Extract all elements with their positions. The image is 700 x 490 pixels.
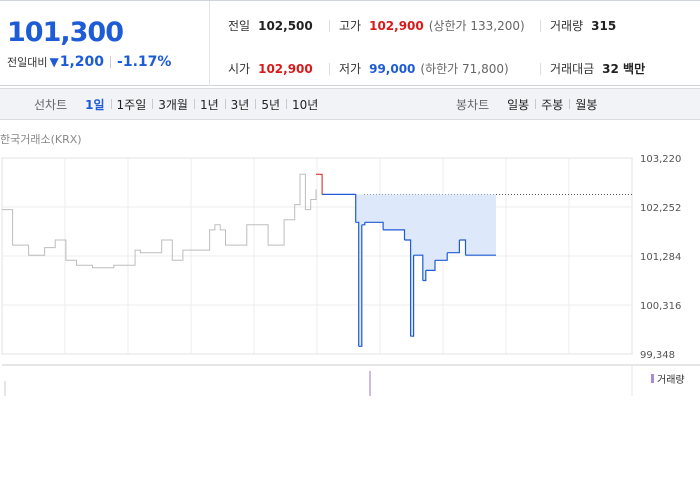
stat-low: 저가 99,000 (하한가 71,800) bbox=[339, 60, 509, 77]
tab-1d[interactable]: 1일 bbox=[85, 97, 105, 112]
stat-label: 저가 bbox=[339, 62, 362, 76]
divider bbox=[540, 20, 541, 32]
stat-value: 315 bbox=[591, 18, 617, 33]
stat-prev-close: 전일 102,500 bbox=[228, 17, 313, 34]
candle-chart-tabs: 봉차트 일봉 주봉 월봉 bbox=[456, 89, 603, 119]
tab-monthly[interactable]: 월봉 bbox=[569, 96, 603, 113]
stat-label: 고가 bbox=[339, 19, 362, 33]
divider bbox=[329, 20, 330, 32]
market-label: 한국거래소(KRX) bbox=[0, 133, 82, 146]
divider bbox=[329, 63, 330, 75]
lower-limit: (하한가 71,800) bbox=[420, 62, 509, 76]
candle-chart-label: 봉차트 bbox=[456, 97, 490, 112]
tab-weekly[interactable]: 주봉 bbox=[535, 96, 569, 113]
divider bbox=[540, 63, 541, 75]
stat-value: 102,900 bbox=[369, 18, 424, 33]
tab-10y[interactable]: 10년 bbox=[286, 96, 324, 113]
y-tick-label: 100,316 bbox=[640, 301, 681, 312]
y-tick-label: 99,348 bbox=[640, 350, 675, 361]
tab-1w[interactable]: 1주일 bbox=[110, 96, 153, 113]
change-label: 전일대비 bbox=[7, 56, 48, 69]
change-divider bbox=[110, 56, 112, 68]
stat-value: 32 백만 bbox=[602, 62, 646, 76]
chart-fill bbox=[316, 194, 496, 347]
down-triangle-icon: ▼ bbox=[49, 55, 59, 69]
series-line-down bbox=[322, 193, 496, 347]
line-chart-label: 선차트 bbox=[34, 97, 68, 112]
quote-panel: 101,300 전일대비 ▼ 1,200 -1.17% 전일 102,500 고… bbox=[0, 0, 700, 86]
volume-legend: 거래량 bbox=[651, 371, 685, 386]
price-chart[interactable]: 103,220 102,252 101,284 100,316 99,348 한국거래소… bbox=[0, 121, 700, 401]
volume-area bbox=[2, 364, 700, 396]
chart-period-tabbar: 선차트 1일 1주일 3개월 1년 3년 5년 10년 봉차트 일봉 주봉 월봉 bbox=[0, 88, 700, 120]
upper-limit: (상한가 133,200) bbox=[428, 19, 525, 33]
series-line-up bbox=[316, 173, 323, 195]
stat-label: 거래량 bbox=[550, 19, 584, 33]
tab-3y[interactable]: 3년 bbox=[224, 96, 256, 113]
volume-swatch-icon bbox=[651, 374, 654, 383]
chart-grid bbox=[1, 157, 633, 355]
chart-lines bbox=[2, 173, 496, 347]
tab-3m[interactable]: 3개월 bbox=[152, 96, 194, 113]
volume-legend-label: 거래량 bbox=[657, 375, 685, 386]
price-chart-svg: 103,220 102,252 101,284 100,316 99,348 bbox=[1, 154, 700, 396]
series-fill-today bbox=[316, 194, 496, 347]
stat-open: 시가 102,900 bbox=[228, 60, 313, 77]
tab-daily[interactable]: 일봉 bbox=[507, 97, 530, 112]
stat-label: 시가 bbox=[228, 62, 251, 76]
series-line-past bbox=[2, 173, 317, 269]
stat-high: 고가 102,900 (상한가 133,200) bbox=[339, 17, 525, 34]
stat-label: 거래대금 bbox=[550, 62, 595, 76]
y-axis-ticks: 103,220 102,252 101,284 100,316 99,348 bbox=[640, 154, 681, 361]
stat-trade-value: 거래대금 32 백만 bbox=[550, 60, 645, 77]
stat-value: 102,900 bbox=[258, 61, 313, 76]
line-chart-tabs: 선차트 1일 1주일 3개월 1년 3년 5년 10년 bbox=[34, 89, 324, 119]
stat-label: 전일 bbox=[228, 19, 251, 33]
y-tick-label: 101,284 bbox=[640, 252, 681, 263]
stat-value: 99,000 bbox=[369, 61, 416, 76]
tab-1y[interactable]: 1년 bbox=[193, 96, 225, 113]
change-value: 1,200 bbox=[59, 54, 105, 70]
y-tick-label: 103,220 bbox=[640, 154, 681, 165]
price-box: 101,300 전일대비 ▼ 1,200 -1.17% bbox=[0, 1, 210, 86]
change-row: 전일대비 ▼ 1,200 -1.17% bbox=[7, 54, 171, 70]
tab-5y[interactable]: 5년 bbox=[255, 96, 286, 113]
stat-volume: 거래량 315 bbox=[550, 17, 616, 34]
change-percent: -1.17% bbox=[117, 54, 172, 70]
current-price: 101,300 bbox=[7, 17, 124, 48]
y-tick-label: 102,252 bbox=[640, 203, 681, 214]
stat-value: 102,500 bbox=[258, 18, 313, 33]
